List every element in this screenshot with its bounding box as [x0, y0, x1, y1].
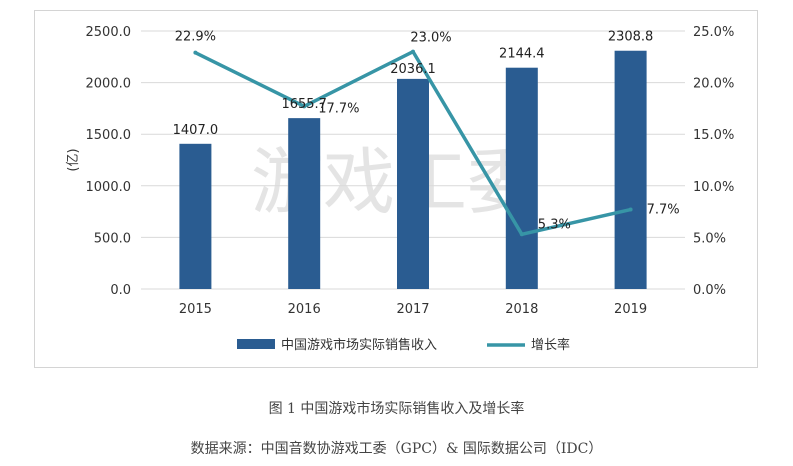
line-data-label: 22.9% — [175, 30, 216, 45]
line-data-label: 17.7% — [318, 101, 359, 116]
line-data-label: 7.7% — [647, 203, 680, 218]
x-axis-tick-label: 2019 — [614, 302, 647, 317]
line-series — [193, 49, 633, 237]
x-axis-tick-label: 2016 — [288, 302, 321, 317]
legend-swatch-bar — [237, 339, 275, 349]
y-axis-tick-label: 1500.0 — [86, 128, 132, 143]
bar-data-label: 1655.7 — [281, 97, 327, 112]
line-data-label: 5.3% — [538, 217, 571, 232]
bar-data-label: 1407.0 — [173, 123, 219, 138]
y2-axis-tick-label: 15.0% — [693, 128, 734, 143]
axes: 0.0 500.0 1000.0 1500.0 2000.0 2500.0 0.0% 5.0%… — [66, 25, 734, 317]
y2-axis-tick-label: 10.0% — [693, 180, 734, 195]
bar — [505, 67, 538, 289]
legend-label: 中国游戏市场实际销售收入 — [281, 337, 437, 353]
line-point — [628, 207, 633, 212]
line-data-label: 23.0% — [410, 31, 451, 46]
y-axis-tick-label: 0.0 — [110, 283, 131, 298]
y2-axis-tick-label: 25.0% — [693, 25, 734, 40]
bar-data-label: 2308.8 — [608, 30, 654, 45]
chart: 游戏工委 1407.01655.72036.12144.42308.822.9%… — [66, 25, 734, 353]
y-axis-tick-label: 1000.0 — [86, 180, 132, 195]
line-point — [193, 50, 198, 55]
bar-data-label: 2036.1 — [390, 62, 436, 77]
bar — [179, 143, 212, 289]
y2-axis-tick-label: 5.0% — [693, 231, 726, 246]
legend[interactable]: 中国游戏市场实际销售收入 增长率 — [237, 337, 570, 353]
legend-label: 增长率 — [531, 337, 570, 353]
bar-series — [179, 50, 647, 289]
line-point — [411, 49, 415, 54]
bar — [288, 118, 321, 289]
x-axis-tick-label: 2015 — [179, 302, 212, 317]
x-axis-tick-label: 2018 — [505, 302, 538, 317]
data-source-note: 数据来源：中国音数协游戏工委（GPC）& 国际数据公司（IDC） — [190, 441, 603, 457]
y2-axis-tick-label: 0.0% — [693, 283, 726, 298]
bar — [397, 78, 429, 289]
y-axis-tick-label: 500.0 — [94, 231, 131, 246]
line-point — [519, 232, 524, 237]
bar — [614, 50, 647, 289]
y-axis-tick-label: 2500.0 — [86, 25, 132, 40]
line-point — [302, 104, 307, 109]
chart-frame: 游戏工委 1407.0 1655.7 2036.1 2144.4 2308.8 22.9%… — [34, 10, 758, 368]
x-axis-tick-label: 2017 — [396, 302, 429, 317]
bar-data-label: 2144.4 — [499, 47, 545, 62]
y-axis-tick-label: 2000.0 — [86, 77, 132, 92]
figure-caption: 图 1 中国游戏市场实际销售收入及增长率 — [268, 401, 525, 417]
data-labels: 1407.0 1655.7 2036.1 2144.4 2308.8 22.9% 17.7%… — [173, 30, 680, 233]
y-axis-title: (亿) — [66, 148, 81, 171]
y2-axis-tick-label: 20.0% — [693, 77, 734, 92]
